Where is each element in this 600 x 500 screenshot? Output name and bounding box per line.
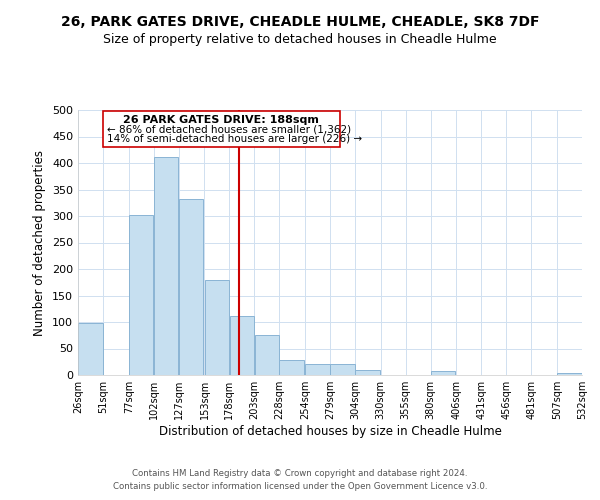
X-axis label: Distribution of detached houses by size in Cheadle Hulme: Distribution of detached houses by size …	[158, 425, 502, 438]
Bar	[154, 157, 178, 375]
Bar	[280, 360, 304, 375]
Bar	[330, 364, 355, 375]
Bar	[305, 364, 330, 375]
FancyBboxPatch shape	[103, 111, 340, 147]
Bar	[129, 216, 154, 375]
Text: ← 86% of detached houses are smaller (1,362): ← 86% of detached houses are smaller (1,…	[107, 125, 351, 135]
Bar	[431, 372, 455, 375]
Bar	[355, 370, 380, 375]
Bar	[205, 280, 229, 375]
Text: Contains HM Land Registry data © Crown copyright and database right 2024.: Contains HM Land Registry data © Crown c…	[132, 468, 468, 477]
Text: Size of property relative to detached houses in Cheadle Hulme: Size of property relative to detached ho…	[103, 32, 497, 46]
Bar	[557, 374, 582, 375]
Text: Contains public sector information licensed under the Open Government Licence v3: Contains public sector information licen…	[113, 482, 487, 491]
Bar	[230, 316, 254, 375]
Bar	[78, 322, 103, 375]
Y-axis label: Number of detached properties: Number of detached properties	[34, 150, 46, 336]
Text: 14% of semi-detached houses are larger (226) →: 14% of semi-detached houses are larger (…	[107, 134, 362, 144]
Bar	[254, 334, 279, 375]
Text: 26, PARK GATES DRIVE, CHEADLE HULME, CHEADLE, SK8 7DF: 26, PARK GATES DRIVE, CHEADLE HULME, CHE…	[61, 15, 539, 29]
Text: 26 PARK GATES DRIVE: 188sqm: 26 PARK GATES DRIVE: 188sqm	[124, 116, 319, 126]
Bar	[179, 198, 203, 375]
